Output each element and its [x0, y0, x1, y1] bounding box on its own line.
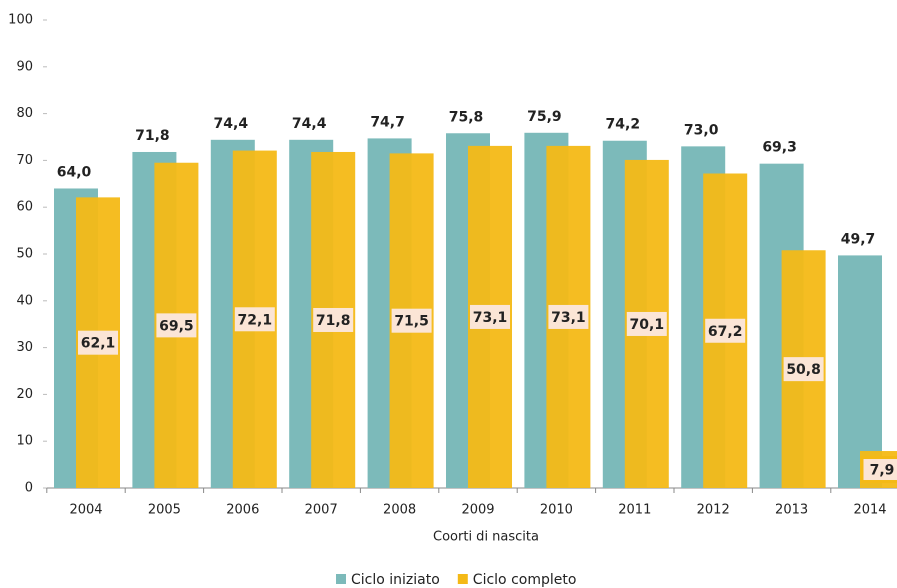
- data-label: 67,2: [708, 324, 743, 340]
- data-label-box: [470, 304, 510, 329]
- x-tick-label: 2006: [226, 503, 259, 518]
- data-label-box: [860, 456, 897, 484]
- data-label-box: [783, 357, 824, 382]
- x-tick-label: 2009: [461, 503, 494, 518]
- data-label: 75,9: [527, 109, 562, 125]
- data-label: 50,8: [786, 362, 821, 378]
- legend-swatch: [457, 574, 468, 584]
- legend-label: Ciclo completo: [473, 572, 577, 588]
- x-tick-label: 2007: [305, 503, 338, 518]
- y-tick-label: 20: [16, 387, 33, 402]
- x-axis-title: Coorti di nascita: [433, 530, 539, 545]
- y-tick-label: 30: [16, 340, 33, 355]
- data-label: 62,1: [81, 336, 116, 352]
- legend-label: Ciclo iniziato: [351, 572, 440, 588]
- data-label: 71,8: [135, 128, 170, 144]
- y-tick-label: 90: [16, 59, 33, 74]
- y-tick-label: 80: [16, 106, 33, 121]
- x-tick-label: 2010: [540, 503, 573, 518]
- data-label-box: [234, 307, 275, 332]
- data-label: 72,1: [238, 312, 273, 328]
- bar: [838, 255, 882, 488]
- data-label-box: [626, 311, 667, 336]
- x-tick-label: 2012: [697, 503, 730, 518]
- data-label: 73,1: [551, 310, 586, 326]
- data-label: 74,2: [606, 117, 641, 133]
- data-label: 49,7: [841, 231, 876, 247]
- y-tick-label: 50: [16, 247, 33, 262]
- data-label: 69,5: [159, 318, 194, 334]
- data-label: 69,3: [762, 140, 797, 156]
- data-label-box: [391, 308, 432, 333]
- y-tick-label: 0: [25, 481, 33, 496]
- x-tick-label: 2011: [618, 503, 651, 518]
- data-label: 73,1: [473, 310, 508, 326]
- data-label-box: [78, 330, 118, 355]
- x-tick-label: 2008: [383, 503, 416, 518]
- data-label-box: [548, 304, 589, 329]
- data-label: 74,4: [214, 116, 249, 132]
- x-tick-label: 2005: [148, 503, 181, 518]
- data-label: 74,7: [370, 114, 405, 130]
- data-label: 71,5: [394, 314, 429, 330]
- data-label: 70,1: [630, 317, 665, 333]
- data-label-box: [313, 307, 354, 332]
- y-tick-label: 60: [16, 200, 33, 215]
- y-tick-label: 100: [8, 13, 33, 28]
- data-label-box: [156, 313, 197, 338]
- y-tick-label: 10: [16, 434, 33, 449]
- data-label: 73,0: [684, 122, 719, 138]
- y-tick-label: 40: [16, 293, 33, 308]
- x-tick-label: 2014: [853, 503, 886, 518]
- y-tick-label: 70: [16, 153, 33, 168]
- x-tick-label: 2013: [775, 503, 808, 518]
- legend-swatch: [336, 574, 346, 584]
- x-tick-label: 2004: [69, 503, 102, 518]
- data-label: 7,9: [870, 463, 895, 479]
- data-label: 75,8: [449, 109, 484, 125]
- data-label-box: [705, 318, 746, 343]
- data-label: 64,0: [57, 164, 92, 180]
- data-label: 74,4: [292, 116, 327, 132]
- data-label: 71,8: [316, 313, 351, 329]
